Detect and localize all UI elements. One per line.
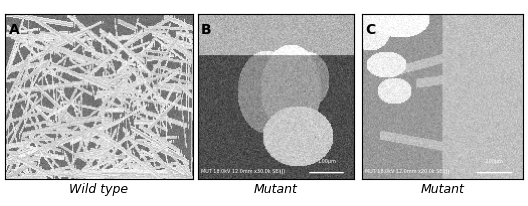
Text: B: B xyxy=(201,23,212,37)
Text: Mutant: Mutant xyxy=(420,183,464,196)
Text: C: C xyxy=(365,23,375,37)
Text: 2.00μm: 2.00μm xyxy=(485,159,504,164)
Text: Wild type: Wild type xyxy=(70,183,128,196)
Text: MUT 18.0kV 12.0mm x20.0k SEI(J): MUT 18.0kV 12.0mm x20.0k SEI(J) xyxy=(365,169,449,174)
Text: MUT 18.0kV 12.0mm x30.0k SEI(J): MUT 18.0kV 12.0mm x30.0k SEI(J) xyxy=(201,169,285,174)
Text: A: A xyxy=(9,23,20,37)
Text: Mutant: Mutant xyxy=(254,183,298,196)
Text: 1.00μm: 1.00μm xyxy=(317,159,336,164)
